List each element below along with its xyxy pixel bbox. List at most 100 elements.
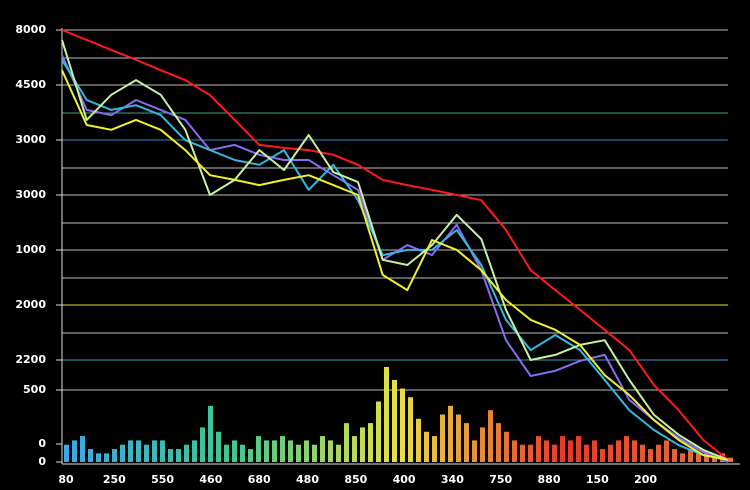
bar (648, 449, 653, 462)
bar (240, 444, 245, 462)
bar (584, 444, 589, 462)
bar (144, 444, 149, 462)
y-tick-label: 0 (38, 437, 46, 450)
bar (656, 444, 661, 462)
bar (568, 440, 573, 462)
x-tick-label: 680 (248, 473, 271, 486)
bar (624, 436, 629, 462)
bar (64, 444, 69, 462)
bar (368, 423, 373, 462)
bar (208, 405, 213, 462)
bar (560, 436, 565, 462)
x-tick-label: 340 (441, 473, 464, 486)
bar (120, 444, 125, 462)
bar (256, 436, 261, 462)
bar (520, 444, 525, 462)
bar (392, 379, 397, 462)
bar (712, 457, 717, 462)
bar (80, 436, 85, 462)
x-tick-label: 150 (586, 473, 609, 486)
bar (304, 440, 309, 462)
bar (168, 449, 173, 462)
bar (488, 410, 493, 462)
bar (88, 449, 93, 462)
bar (632, 440, 637, 462)
x-tick-label: 880 (538, 473, 561, 486)
bar (272, 440, 277, 462)
y-tick-label: 3000 (15, 188, 46, 201)
bar (480, 427, 485, 462)
bar (424, 431, 429, 462)
x-tick-label: 80 (58, 473, 74, 486)
y-tick-label: 0 (38, 455, 46, 468)
bar (320, 436, 325, 462)
y-tick-label: 3000 (15, 133, 46, 146)
line-series (61, 29, 729, 461)
x-tick-label: 460 (199, 473, 222, 486)
bar (592, 440, 597, 462)
x-tick-label: 480 (296, 473, 319, 486)
bar (544, 440, 549, 462)
x-tick-label: 400 (393, 473, 416, 486)
bar (504, 431, 509, 462)
y-tick-label: 2000 (15, 298, 46, 311)
bar (672, 449, 677, 462)
bar (536, 436, 541, 462)
bar (512, 440, 517, 462)
y-tick-label: 4500 (15, 78, 46, 91)
bar (696, 453, 701, 462)
bar (528, 444, 533, 462)
y-tick-label: 2200 (15, 353, 46, 366)
y-tick-label: 8000 (15, 23, 46, 36)
bar (704, 453, 709, 462)
bar (664, 440, 669, 462)
bar (280, 436, 285, 462)
bar (400, 388, 405, 462)
bar (176, 449, 181, 462)
bar (152, 440, 157, 462)
bar (104, 453, 109, 462)
y-tick-label: 500 (23, 383, 46, 396)
bar (376, 401, 381, 462)
bar (344, 423, 349, 462)
x-tick-label: 250 (103, 473, 126, 486)
bar (640, 444, 645, 462)
bar (128, 440, 133, 462)
bar (160, 440, 165, 462)
bar (112, 449, 117, 462)
bar (472, 440, 477, 462)
x-tick-label: 750 (489, 473, 512, 486)
bar (440, 414, 445, 462)
bar (288, 440, 293, 462)
bar (600, 449, 605, 462)
bar (616, 440, 621, 462)
bar (312, 444, 317, 462)
bar (552, 444, 557, 462)
bar (248, 449, 253, 462)
bar (456, 414, 461, 462)
bar (296, 444, 301, 462)
line-series (61, 59, 729, 461)
bar (72, 440, 77, 462)
bar (408, 397, 413, 462)
bar (688, 449, 693, 462)
bar (328, 440, 333, 462)
line-series (61, 69, 729, 461)
y-tick-label: 1000 (15, 243, 46, 256)
bar (416, 418, 421, 462)
bar (200, 427, 205, 462)
line-series (61, 39, 729, 461)
bar (728, 457, 733, 462)
bar (96, 453, 101, 462)
bar (352, 436, 357, 462)
x-tick-label: 550 (151, 473, 174, 486)
bar (192, 440, 197, 462)
x-tick-label: 200 (634, 473, 657, 486)
bar (224, 444, 229, 462)
bar (608, 444, 613, 462)
bar (384, 366, 389, 462)
bar (232, 440, 237, 462)
bar (448, 405, 453, 462)
